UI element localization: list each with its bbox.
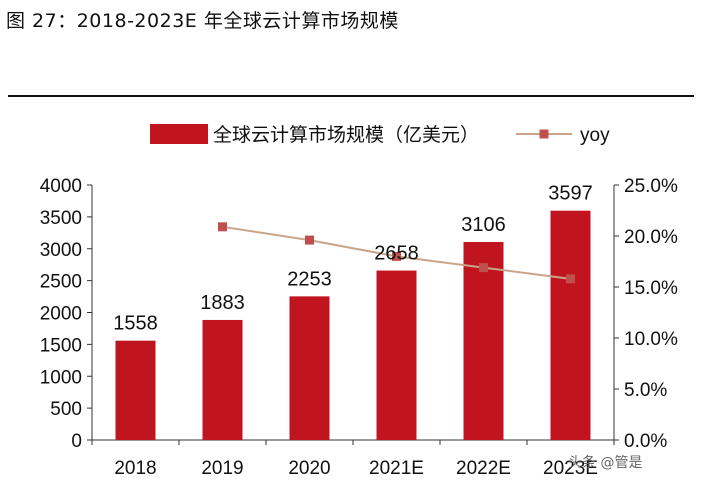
left-tick-label: 3000 — [40, 240, 82, 261]
watermark: 头条 @管是 — [568, 455, 643, 471]
bar — [376, 270, 417, 440]
data-label: 1883 — [200, 292, 245, 314]
data-label: 2658 — [374, 243, 419, 265]
data-label: 3597 — [548, 183, 593, 205]
yoy-point — [218, 222, 227, 232]
bar — [289, 296, 330, 440]
yoy-point — [392, 251, 401, 261]
data-labels: 1558 1883 2253 2658 3106 3597 — [113, 183, 593, 335]
left-tick-label: 0 — [71, 431, 82, 452]
x-tick-label: 2020 — [288, 458, 330, 479]
left-tick-label: 1500 — [40, 335, 82, 356]
yoy-point — [305, 235, 314, 245]
figure-title: 图 27：2018-2023E 年全球云计算市场规模 — [6, 10, 399, 32]
data-label: 3106 — [461, 214, 506, 236]
legend-line-marker — [539, 129, 549, 139]
left-tick-label: 500 — [50, 399, 82, 420]
left-tick-label: 4000 — [40, 176, 82, 197]
right-tick-label: 0.0% — [624, 431, 667, 452]
bar — [463, 241, 504, 440]
axes: 0 500 1000 1500 2000 2500 3000 3500 4000 0.0% 5.0%… — [40, 176, 678, 479]
yoy-point — [566, 274, 575, 284]
right-tick-label: 20.0% — [624, 227, 678, 248]
right-tick-label: 25.0% — [624, 176, 678, 197]
x-tick-label: 2021E — [369, 458, 424, 479]
left-tick-label: 2000 — [40, 304, 82, 325]
left-tick-label: 3500 — [40, 208, 82, 229]
right-tick-label: 5.0% — [624, 380, 667, 401]
data-label: 2253 — [287, 268, 332, 290]
left-tick-label: 1000 — [40, 367, 82, 388]
x-tick-label: 2019 — [201, 458, 243, 479]
bar — [550, 210, 591, 440]
x-tick-label: 2018 — [114, 458, 156, 479]
bar — [115, 340, 156, 440]
data-label: 1558 — [113, 313, 158, 335]
legend-line-label: yoy — [580, 125, 610, 146]
legend-bar-label: 全球云计算市场规模（亿美元） — [213, 124, 479, 146]
yoy-point — [479, 263, 488, 273]
left-tick-label: 2500 — [40, 272, 82, 293]
bars — [115, 210, 591, 440]
legend-bar-swatch — [150, 124, 208, 144]
x-tick-label: 2023E — [543, 458, 598, 479]
legend: 全球云计算市场规模（亿美元） yoy — [150, 124, 610, 146]
x-tick-label: 2022E — [456, 458, 511, 479]
bar — [202, 319, 243, 440]
right-tick-label: 15.0% — [624, 278, 678, 299]
yoy-line-series — [218, 222, 575, 284]
title-divider — [8, 95, 694, 97]
right-tick-label: 10.0% — [624, 329, 678, 350]
